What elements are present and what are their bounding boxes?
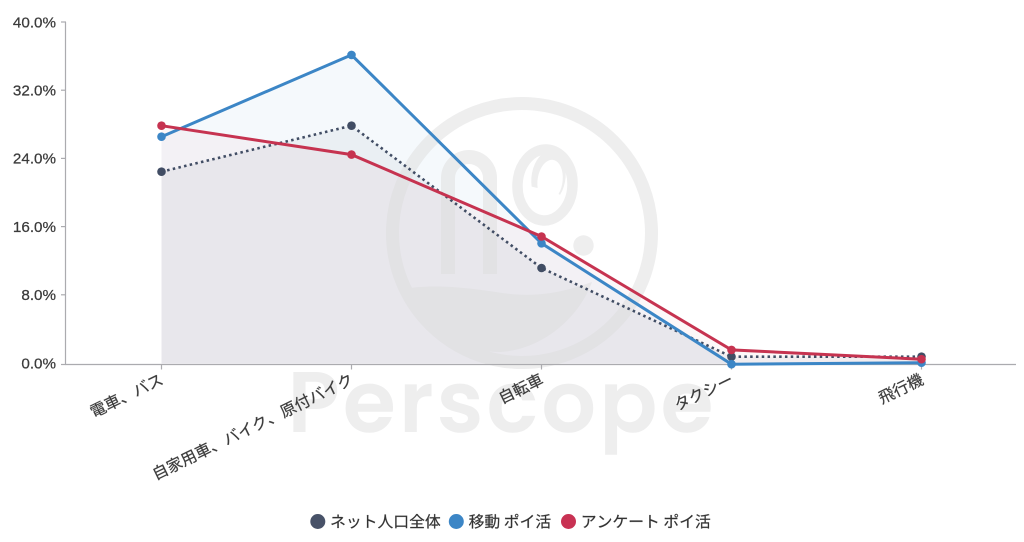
svg-text:32.0%: 32.0% xyxy=(13,83,56,100)
svg-text:40.0%: 40.0% xyxy=(13,14,56,31)
svg-text:24.0%: 24.0% xyxy=(13,151,56,168)
svg-text:8.0%: 8.0% xyxy=(21,287,56,304)
svg-text:16.0%: 16.0% xyxy=(13,219,56,236)
svg-text:0.0%: 0.0% xyxy=(21,355,56,372)
